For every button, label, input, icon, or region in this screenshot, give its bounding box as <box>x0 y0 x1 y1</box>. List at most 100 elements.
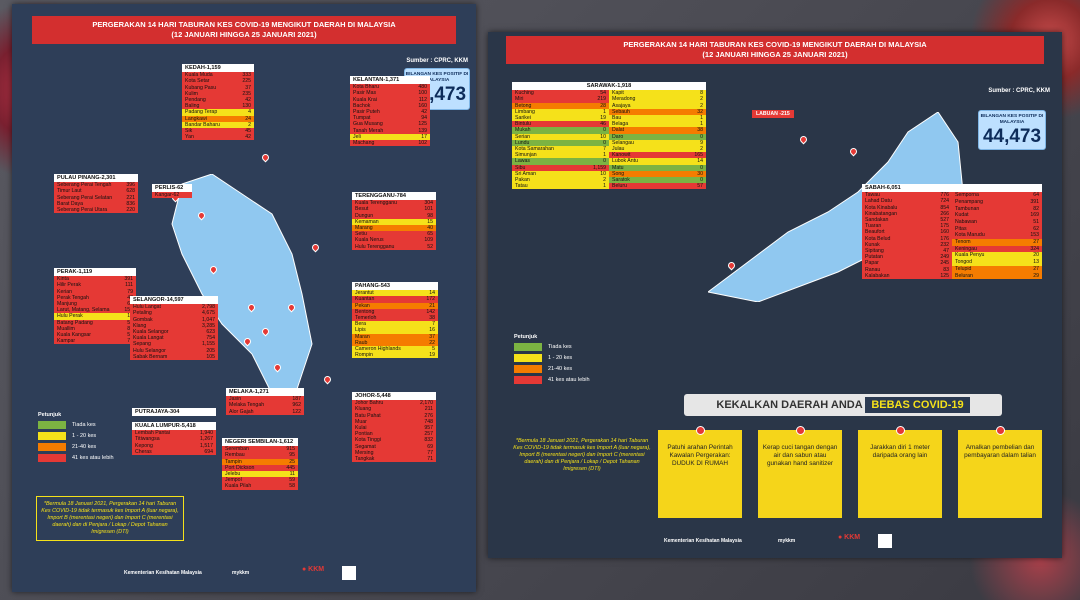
district-name: Kangar-62 <box>155 192 180 199</box>
district-cases: 4 <box>248 109 251 116</box>
left-social-icons: mykkm <box>232 570 249 576</box>
district-cases: 151 <box>124 307 133 314</box>
district-cases: 957 <box>424 425 433 432</box>
district-cases: 142 <box>426 308 435 315</box>
district-cases: 69 <box>427 443 433 450</box>
district-row: Pontian 257 <box>352 431 436 438</box>
district-cases: 46 <box>600 121 606 128</box>
region-header: NEGERI SEMBILAN-1,612 <box>222 438 298 447</box>
district-name: Pasir Puteh <box>353 109 380 116</box>
district-name: Kunak <box>865 241 880 248</box>
district-name: Saratok <box>612 177 630 184</box>
district-row: Tenom 27 <box>952 238 1042 246</box>
district-name: Seberang Perai Tengah <box>57 182 112 189</box>
district-row: Kangar-62 <box>152 192 192 199</box>
district-name: Cameron Highlands <box>355 346 401 353</box>
district-name: Julau <box>612 146 625 153</box>
district-name: Seberang Perai Selatan <box>57 194 113 201</box>
district-cases: 445 <box>286 464 295 471</box>
left-title: PERGERAKAN 14 HARI TABURAN KES COVID-19 … <box>32 16 456 44</box>
left-title-line2: (12 JANUARI HINGGA 25 JANUARI 2021) <box>171 30 317 39</box>
pushpin-icon <box>796 426 805 435</box>
district-cases: 232 <box>940 241 949 248</box>
district-name: Telupid <box>955 265 972 272</box>
district-name: Kuala Terengganu <box>355 200 398 207</box>
tip-text: Jarakkan diri 1 meter daripada orang lai… <box>870 444 930 459</box>
qr-code-icon <box>342 566 356 580</box>
district-row: Dalat 38 <box>609 127 706 134</box>
district-cases: 8 <box>700 90 703 97</box>
district-row: Pendang 42 <box>182 97 254 104</box>
district-name: Tambunan <box>955 205 980 212</box>
district-row: Papar 245 <box>862 260 952 267</box>
district-cases: 17 <box>421 133 427 140</box>
district-cases: 105 <box>206 353 215 360</box>
district-name: Lundu <box>515 139 530 146</box>
district-name: Machang <box>353 140 375 147</box>
district-row: Bera 7 <box>352 321 438 328</box>
district-cases: 101 <box>424 206 433 213</box>
district-cases: 205 <box>206 347 215 354</box>
district-cases: 220 <box>126 207 135 214</box>
district-name: Pendang <box>185 97 206 104</box>
region-header: PERLIS-62 <box>152 184 192 193</box>
legend-label: 21-40 kes <box>72 444 97 450</box>
district-name: Titiwangsa <box>135 436 160 443</box>
legend-item: 41 kes atau lebih <box>38 454 114 462</box>
district-cases: 391 <box>1030 199 1039 206</box>
district-cases: 832 <box>424 437 433 444</box>
district-row: Segamat 69 <box>352 443 436 450</box>
district-name: Tangkak <box>355 456 375 463</box>
region-header: MELAKA-1,271 <box>226 388 304 397</box>
left-total-value: 44,473 <box>407 84 467 105</box>
district-cases: 37 <box>429 333 435 340</box>
district-row: Sandakan 527 <box>862 217 952 224</box>
district-row: Tuaran 175 <box>862 223 952 230</box>
district-row: Cameron Highlands 5 <box>352 346 438 353</box>
legend-label: 41 kes atau lebih <box>72 455 114 461</box>
district-cases: 160 <box>418 102 427 109</box>
district-cases: 2 <box>700 102 703 109</box>
district-cases: 122 <box>292 408 301 415</box>
region-header: PUTRAJAYA-304 <box>132 408 216 417</box>
district-cases: 82 <box>1033 205 1039 212</box>
district-cases: 10 <box>600 170 606 177</box>
district-row: Kemaman 15 <box>352 218 436 226</box>
district-name: Jeli <box>353 133 361 140</box>
district-row: Alor Gajah 122 <box>226 408 304 415</box>
district-name: Kuala Penyu <box>955 252 985 259</box>
district-name: Bau <box>612 115 622 122</box>
district-cases: 9 <box>700 139 703 146</box>
district-row: Muallim 89 <box>54 325 136 333</box>
district-name: Jelebu <box>225 471 241 478</box>
district-name: Tatau <box>515 183 528 190</box>
district-row: Seberang Perai Utara 220 <box>54 207 138 214</box>
district-cases: 54 <box>600 90 606 97</box>
district-row: Kota Samarahan 7 <box>512 146 609 153</box>
district-cases: 266 <box>940 210 949 217</box>
district-name: Baling <box>185 103 200 110</box>
right-social-icons: mykkm <box>778 538 795 544</box>
district-row: Melaka Tengah 962 <box>226 402 304 409</box>
district-row: Kampar 71 <box>54 338 136 345</box>
district-name: Sabak Bernam <box>133 353 168 360</box>
district-cases: 139 <box>418 127 427 134</box>
district-name: Sebauh <box>612 108 630 115</box>
district-cases: 153 <box>1030 232 1039 239</box>
district-cases: 45 <box>245 128 251 135</box>
district-cases: 62 <box>1033 225 1039 232</box>
district-cases: 304 <box>424 200 433 207</box>
district-row: Tangkak 71 <box>352 456 436 463</box>
district-name: Bachok <box>353 102 371 109</box>
district-cases <box>185 192 192 198</box>
district-row: Kluang 211 <box>352 406 436 413</box>
district-name: Kudat <box>955 212 969 219</box>
district-cases: 19 <box>429 352 435 359</box>
district-cases: 776 <box>940 192 949 199</box>
district-row: Tambunan 82 <box>952 205 1042 213</box>
district-cases: 0 <box>603 139 606 146</box>
district-name: Jasin <box>229 396 242 403</box>
district-row: Dungun 98 <box>352 212 436 219</box>
district-name: Bintulu <box>515 121 531 128</box>
district-row: Lahad Datu 724 <box>862 198 952 205</box>
